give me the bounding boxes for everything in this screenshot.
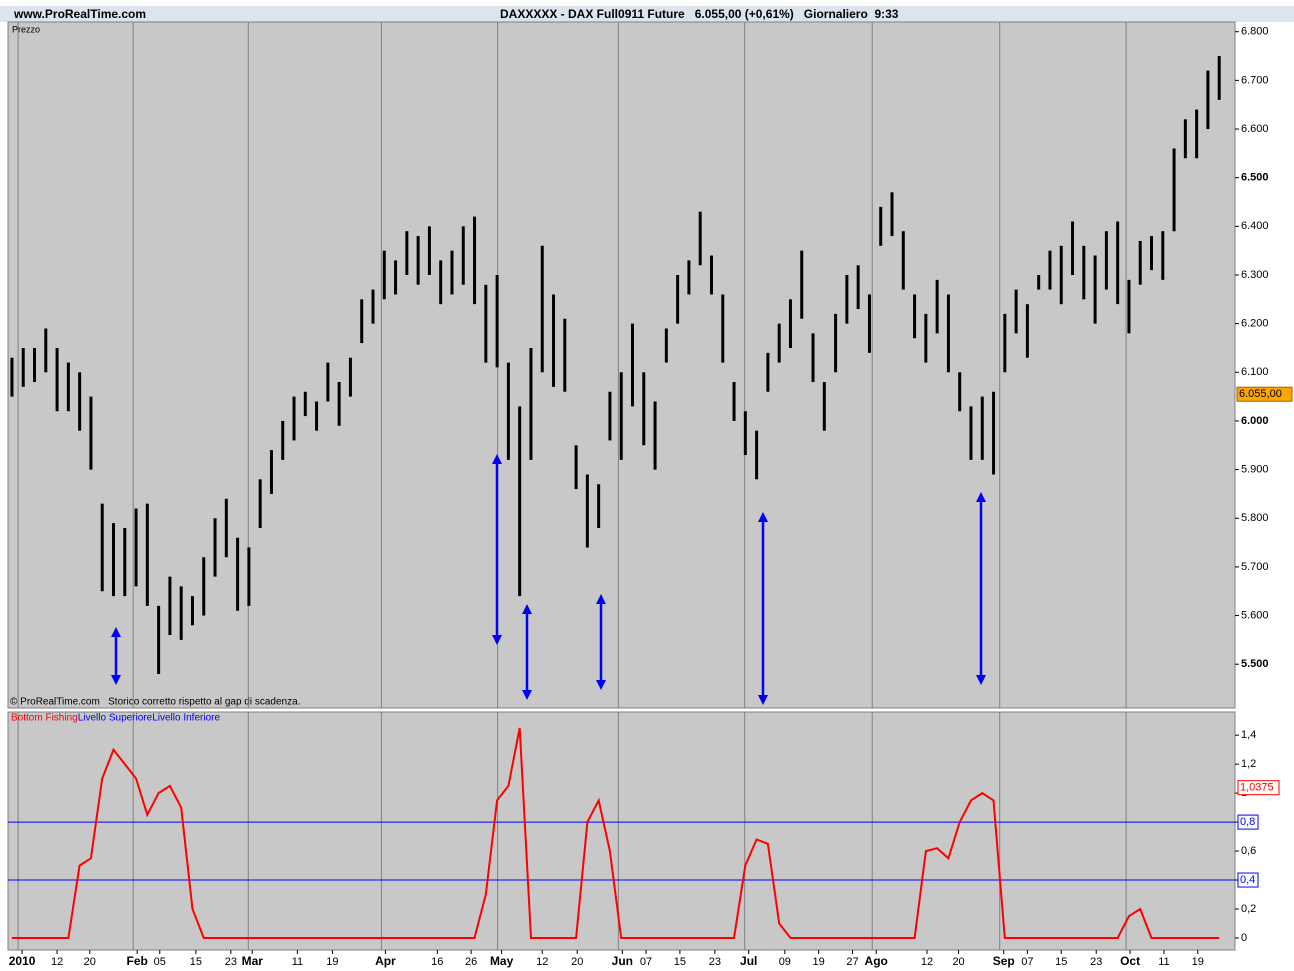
y-tick-label: 6.300 — [1241, 269, 1269, 281]
y-tick-label: 0,2 — [1241, 903, 1256, 915]
x-tick-label: May — [490, 954, 514, 968]
x-tick-label: 26 — [465, 956, 477, 968]
x-tick-label: 19 — [813, 956, 825, 968]
y-tick-label: 0 — [1241, 932, 1247, 944]
x-tick-label: 07 — [640, 956, 652, 968]
x-tick-label: 19 — [1192, 956, 1204, 968]
x-tick-label: 20 — [84, 956, 96, 968]
legend-entry: Livello Superiore — [78, 713, 153, 724]
y-tick-label: 5.800 — [1241, 512, 1269, 524]
last-indicator-box — [1237, 780, 1280, 796]
site: www.ProRealTime.com — [13, 7, 146, 21]
x-tick-label: Sep — [993, 954, 1015, 968]
indicator-line — [11, 727, 1220, 939]
legend: Bottom Fishing Livello Superiore Livello I… — [11, 713, 220, 724]
legend-entry: Bottom Fishing — [11, 713, 78, 724]
y-tick-label: 1,4 — [1241, 729, 1256, 741]
level-box — [1237, 814, 1259, 830]
y-tick-label: 1,2 — [1241, 758, 1256, 770]
instrument-title: DAXXXXX - DAX Full0911 Future 6.055,00 (… — [500, 7, 899, 21]
y-tick-label: 6.700 — [1241, 74, 1269, 86]
title-bar — [0, 6, 1294, 22]
x-tick-label: 2010 — [9, 954, 36, 968]
x-tick-label: 12 — [536, 956, 548, 968]
level-label: 0,8 — [1240, 816, 1255, 828]
indicator-panel — [7, 711, 1236, 951]
y-tick-label: 6.800 — [1241, 26, 1269, 38]
x-tick-label: 23 — [709, 956, 721, 968]
last-indicator-label: 1,0375 — [1240, 782, 1274, 794]
x-tick-label: 07 — [1021, 956, 1033, 968]
level-label: 0,4 — [1240, 874, 1255, 886]
y-tick-label: 5.900 — [1241, 464, 1269, 476]
y-tick-label: 6.100 — [1241, 366, 1269, 378]
x-tick-label: 20 — [952, 956, 964, 968]
x-tick-label: 05 — [154, 956, 166, 968]
last-price-box — [1236, 386, 1293, 402]
x-tick-label: 16 — [431, 956, 443, 968]
last-price-label: 6.055,00 — [1239, 388, 1282, 400]
x-tick-label: 15 — [674, 956, 686, 968]
x-tick-label: Ago — [865, 954, 888, 968]
panel-label: Prezzo — [12, 24, 40, 34]
footnote: © ProRealTime.com Storico corretto rispe… — [10, 697, 300, 708]
price-panel — [7, 21, 1236, 709]
x-tick-label: Apr — [375, 954, 396, 968]
marks: 0,8 0,4 6.055,00 1,0375 — [8, 56, 1293, 939]
y-tick-label: 6.200 — [1241, 318, 1269, 330]
x-tick-label: 23 — [225, 956, 237, 968]
x-tick-label: Mar — [242, 954, 264, 968]
y-tick-label: 6.600 — [1241, 123, 1269, 135]
x-tick-label: 09 — [779, 956, 791, 968]
x-tick-label: 12 — [921, 956, 933, 968]
x-tick-label: 11 — [292, 956, 303, 968]
x-tick-label: 20 — [571, 956, 583, 968]
y-tick-label: 5.600 — [1241, 609, 1269, 621]
x-tick-label: 15 — [190, 956, 202, 968]
y-tick-label: 0,6 — [1241, 845, 1256, 857]
grid: 2010 12 20 Feb 05 15 23 Mar 11 19 Apr 16 26 May 12 20 Ju… — [9, 22, 1269, 968]
x-tick-label: 12 — [51, 956, 63, 968]
y-tick-label: 6.000 — [1241, 415, 1269, 427]
x-tick-label: 27 — [846, 956, 858, 968]
annotations — [111, 454, 986, 705]
x-tick-label: Oct — [1120, 954, 1140, 968]
y-tick-label: 5.500 — [1241, 658, 1269, 670]
x-tick-label: 11 — [1158, 956, 1169, 968]
level-box — [1237, 872, 1259, 888]
x-tick-label: Jun — [612, 954, 633, 968]
y-tick-label: 6.500 — [1241, 172, 1269, 184]
x-tick-label: Jul — [740, 954, 757, 968]
x-tick-label: 15 — [1055, 956, 1067, 968]
y-tick-label: 6.400 — [1241, 220, 1269, 232]
y-tick-label: 5.700 — [1241, 561, 1269, 573]
x-tick-label: 23 — [1090, 956, 1102, 968]
legend-entry: Livello Inferiore — [152, 713, 220, 724]
x-tick-label: 19 — [326, 956, 338, 968]
x-tick-label: Feb — [127, 954, 148, 968]
